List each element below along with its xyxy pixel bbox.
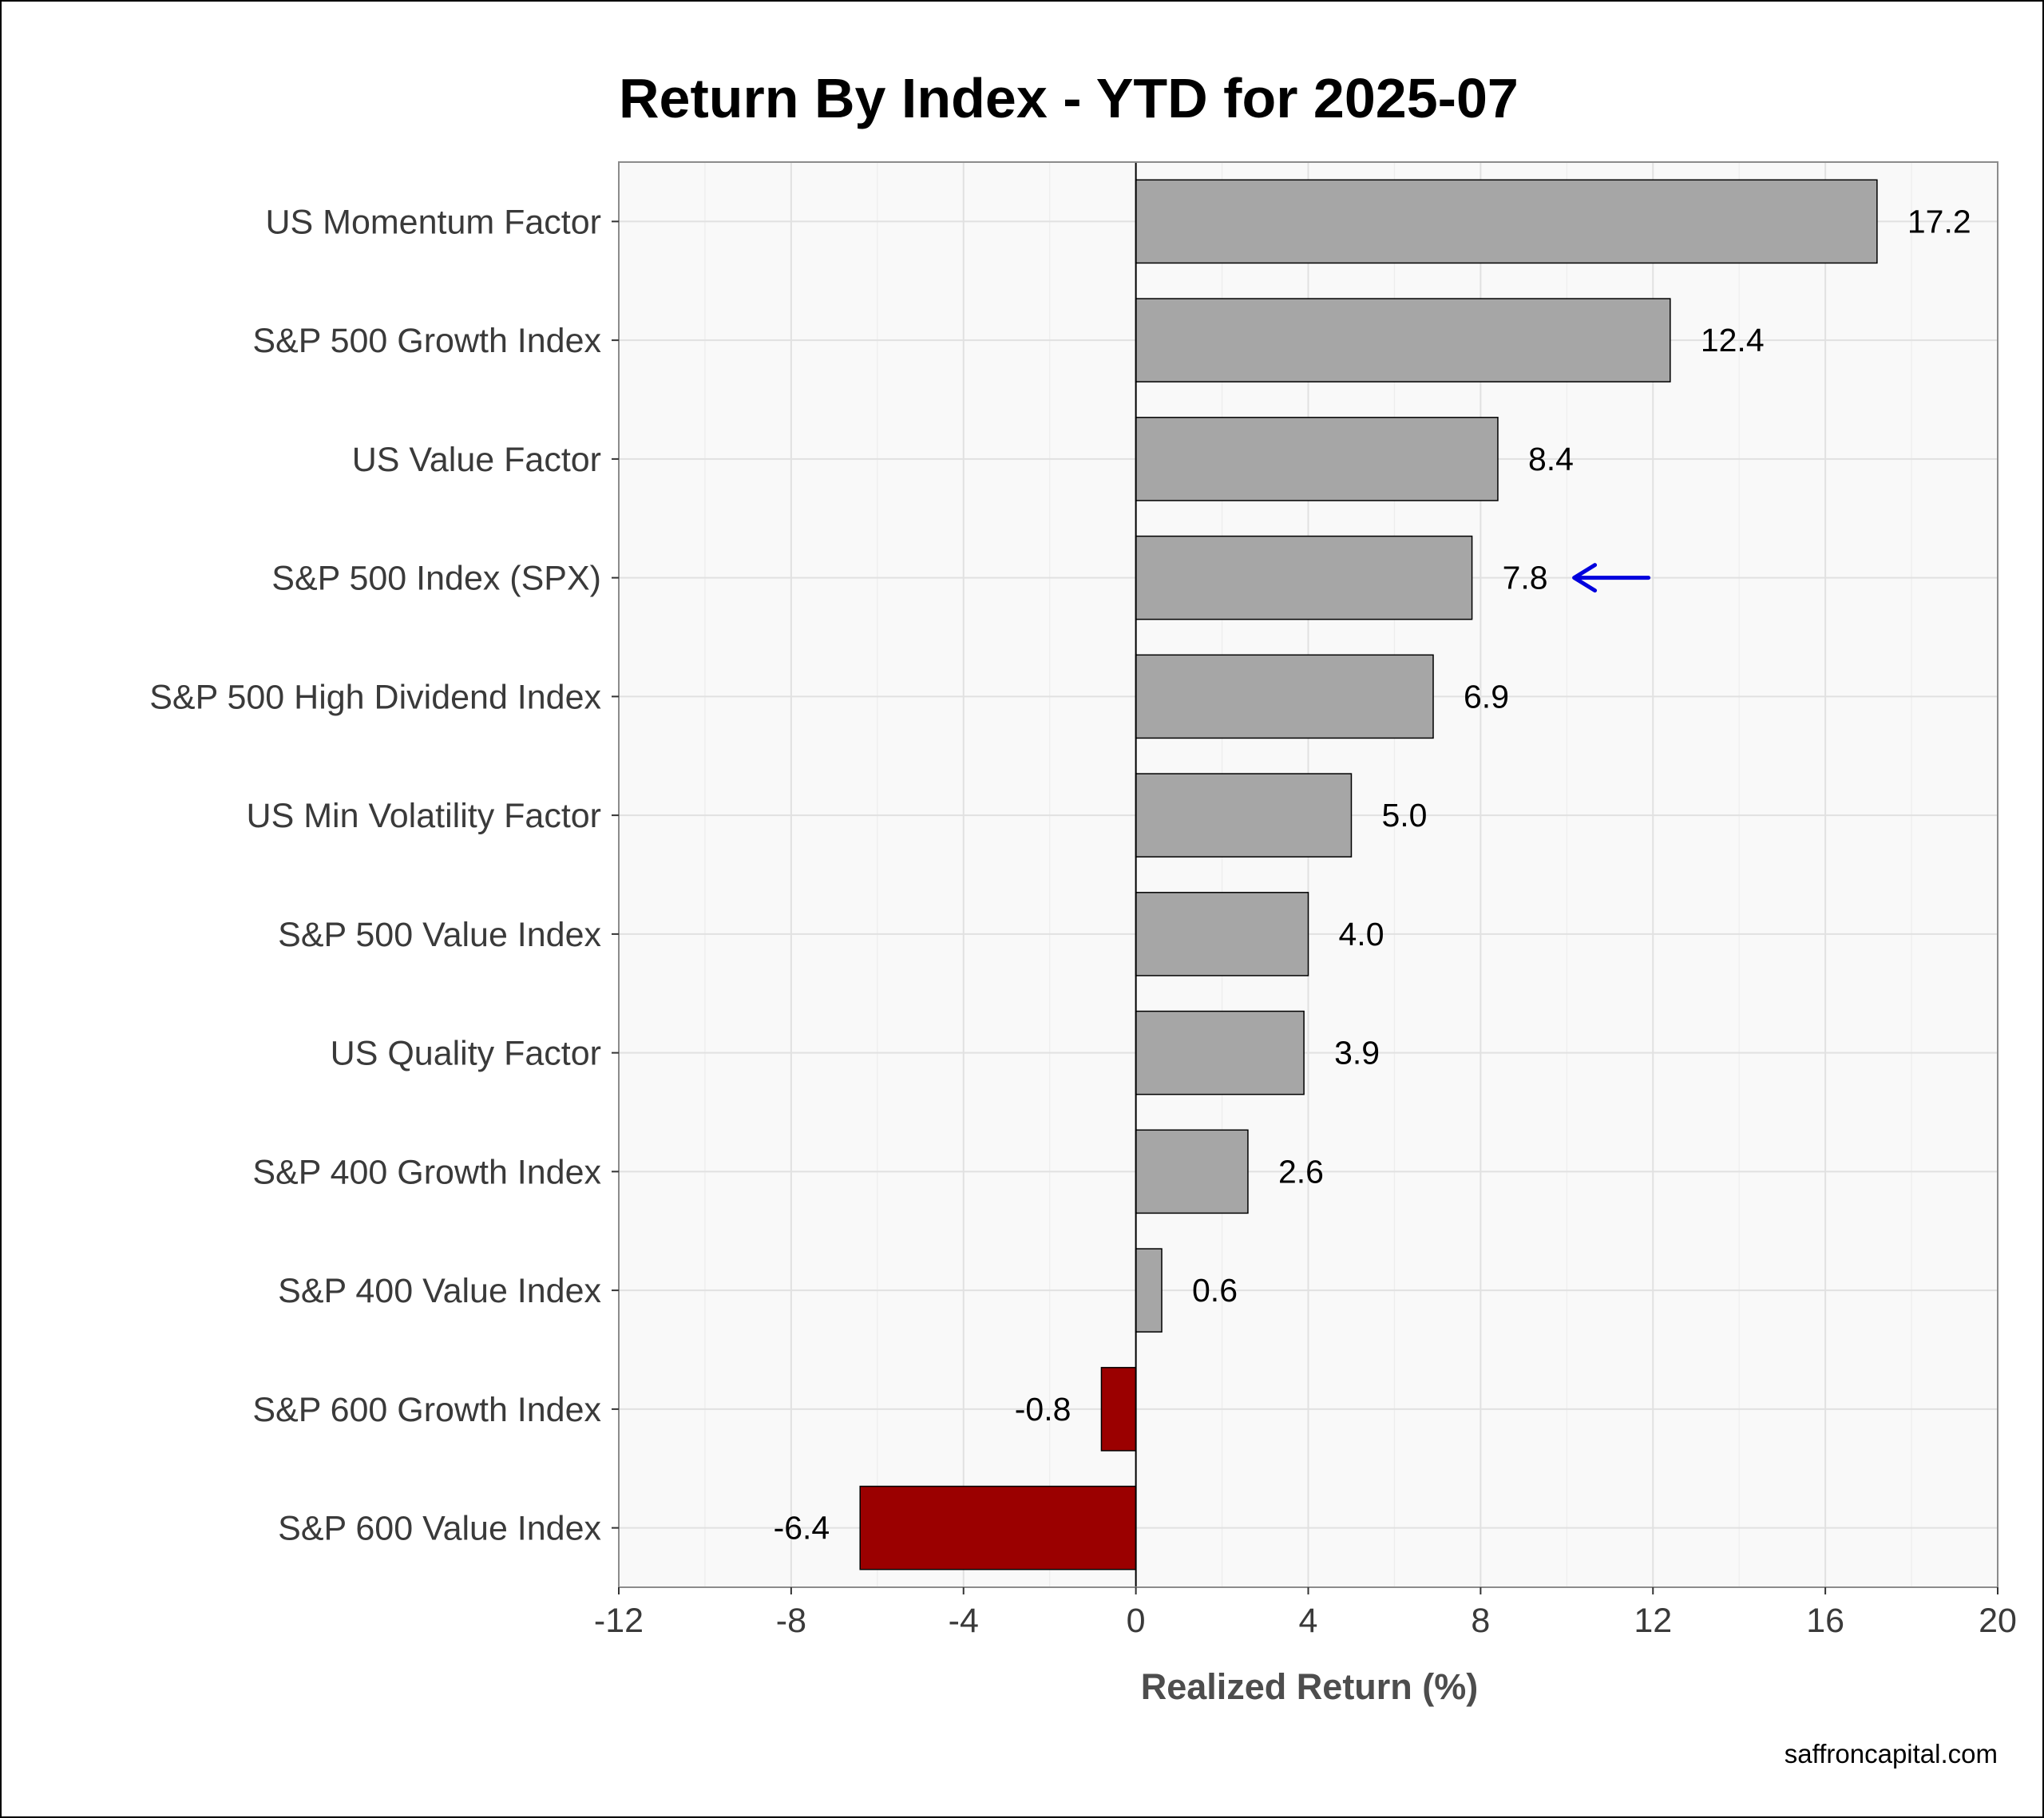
category-label: US Min Volatility Factor [247,797,601,835]
x-tick-label: 4 [1299,1602,1318,1640]
data-label: -6.4 [774,1510,830,1547]
category-label: S&P 500 Growth Index [252,322,601,360]
x-tick-label: 8 [1471,1602,1490,1640]
x-tick-label: -8 [776,1602,806,1640]
bar [1135,298,1671,382]
x-axis-title: Realized Return (%) [1141,1666,1479,1707]
chart-title: Return By Index - YTD for 2025-07 [619,67,1519,129]
category-label: S&P 500 High Dividend Index [149,678,601,716]
bar [1135,535,1473,620]
bars [618,161,1998,1588]
x-tick-label: 20 [1979,1602,2017,1640]
data-label: 6.9 [1464,678,1509,715]
x-tick-label: -12 [594,1602,644,1640]
bar [1135,773,1353,858]
bar [1135,892,1309,976]
category-labels: US Momentum Factor S&P 500 Growth Index US… [149,203,619,1548]
data-label: 2.6 [1278,1153,1324,1190]
highlight-arrow [1572,563,1651,593]
category-label: US Momentum Factor [265,203,601,241]
watermark-text: saffroncapital.com [1785,1739,1998,1768]
category-label: S&P 600 Value Index [278,1510,601,1548]
category-label: US Value Factor [352,441,601,479]
x-tick-label: 16 [1806,1602,1844,1640]
data-label: 12.4 [1701,322,1765,358]
grid-lines [618,162,1998,1587]
bar [1135,654,1434,739]
data-label: 0.6 [1192,1272,1238,1309]
bar [1135,1129,1249,1214]
data-label: 3.9 [1334,1035,1380,1071]
category-label: S&P 400 Value Index [278,1272,601,1310]
category-label: S&P 500 Value Index [278,916,601,954]
x-tick-label: 0 [1127,1602,1146,1640]
data-label: 8.4 [1528,441,1574,477]
data-label: 17.2 [1907,203,1971,240]
bar [1135,1010,1305,1095]
x-tick-label: -4 [949,1602,979,1640]
bar [1100,1367,1137,1452]
bar [1135,417,1499,501]
bar [859,1485,1137,1570]
data-label: 7.8 [1503,560,1548,596]
data-label: -0.8 [1015,1391,1072,1428]
data-label: 4.0 [1339,916,1384,953]
x-axis-ticks: -12 -8 -4 0 4 8 12 16 20 [594,1587,2017,1640]
value-labels: 17.2 12.4 8.4 7.8 6.9 5.0 4.0 3.9 2.6 0.6 -0.8 -6.4 [774,203,1971,1546]
bar [1135,1248,1163,1333]
category-label: S&P 600 Growth Index [252,1391,601,1429]
x-tick-label: 12 [1634,1602,1672,1640]
bar [1135,179,1878,264]
category-label: US Quality Factor [331,1035,601,1073]
category-label: S&P 400 Growth Index [252,1153,601,1191]
data-label: 5.0 [1381,797,1427,834]
category-label: S&P 500 Index (SPX) [271,560,601,598]
